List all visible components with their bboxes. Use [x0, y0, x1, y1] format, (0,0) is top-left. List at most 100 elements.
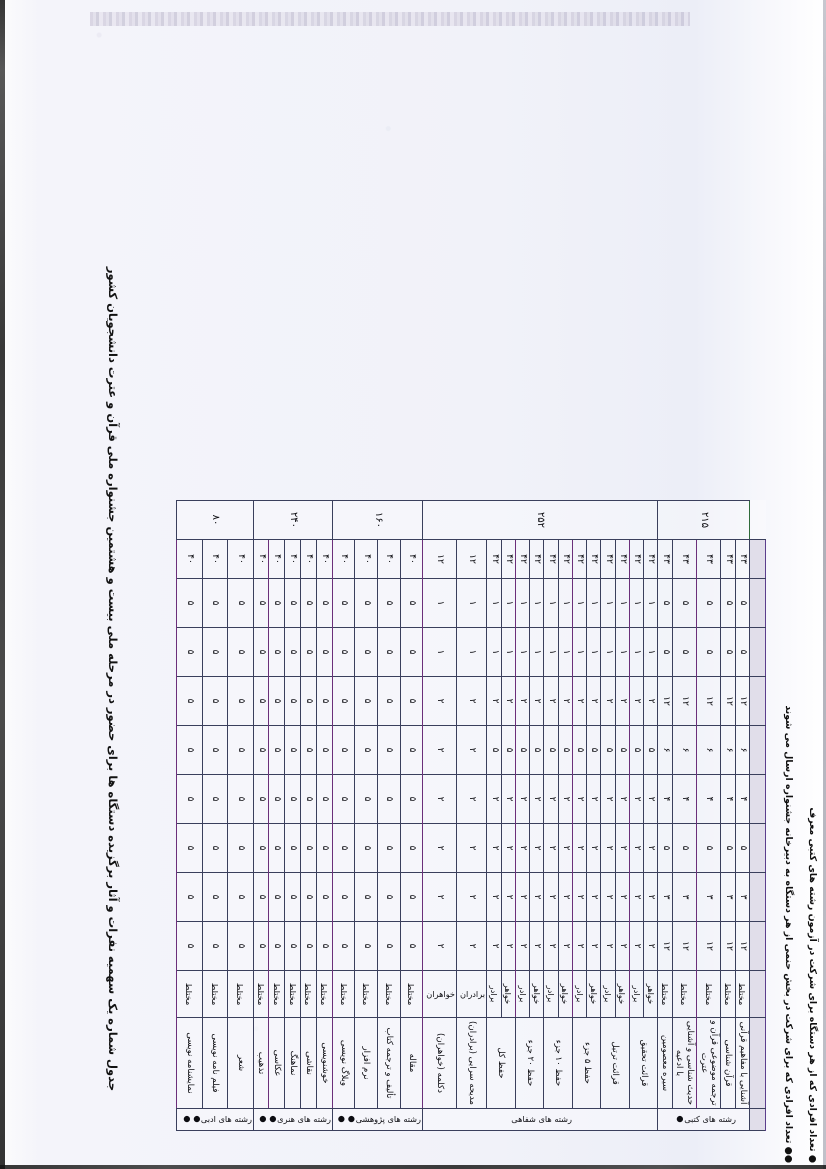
gender-cell: مختلط — [316, 970, 333, 1018]
table-row: رشته های پژوهشی●● مقاله مختلط ۵ ۵ ۵ ۵ ۵ ۵ ۵ ۵ ۴۰ ۱۶۰ — [332, 500, 423, 1131]
section-label-text: رشته های پژوهشی●● — [335, 1114, 422, 1125]
gender-cell: مختلط — [268, 970, 285, 1018]
quota-value-cell: ۱۲ — [721, 676, 736, 726]
quota-value-cell: ۲ — [629, 676, 644, 726]
quota-value-cell: ۵ — [657, 627, 673, 677]
quota-value-cell: ۲ — [515, 921, 530, 971]
gender-cell: خواهر — [643, 970, 658, 1018]
field-name-cell: خوشنویسی — [316, 1017, 333, 1109]
quota-value-cell: ۱۲ — [657, 921, 673, 971]
table-row: قرائت ترتیل خواهر ۲ ۲ ۲ ۲ ۵ ۲ ۱ ۱ ۴۲ — [600, 501, 630, 1131]
quota-value-cell: ۲ — [529, 872, 544, 922]
row-total-cell: ۱۲ — [422, 539, 457, 579]
quota-value-cell: ۵ — [300, 823, 317, 873]
quota-value-cell: ۵ — [253, 872, 269, 922]
quota-value-cell: ۲ — [486, 872, 502, 922]
quota-value-cell: ۲ — [615, 774, 630, 824]
quota-value-cell: ۵ — [332, 872, 355, 922]
field-name-cell: دکلمه (خواهران) — [422, 1017, 457, 1109]
quota-value-cell: ۲ — [456, 774, 487, 824]
header-cell — [749, 970, 766, 1018]
quota-value-cell: ۱۲ — [657, 676, 673, 726]
gender-cell: مختلط — [300, 970, 317, 1018]
quota-value-cell: ۶ — [721, 725, 736, 775]
quota-value-cell: ۵ — [354, 627, 378, 677]
quota-value-cell: ۲ — [456, 921, 487, 971]
field-name-cell: قرآن شناسی — [721, 1017, 736, 1109]
quota-value-cell: ۱ — [501, 578, 516, 628]
quota-value-cell: ۵ — [354, 676, 378, 726]
quota-value-cell: ۲ — [529, 921, 544, 971]
gender-cell: مختلط — [284, 970, 301, 1018]
quota-value-cell: ۵ — [202, 823, 228, 873]
quota-value-cell: ۵ — [284, 578, 301, 628]
table-row: نماهنگ مختلط ۵ ۵ ۵ ۵ ۵ ۵ ۵ ۵ ۴۰ — [284, 501, 301, 1131]
quota-value-cell: ۵ — [268, 921, 285, 971]
section-total-cell: ۱۶۰ — [332, 500, 423, 540]
quota-value-cell: ۵ — [354, 823, 378, 873]
section-label-3: رشته های هنری●● — [253, 1108, 333, 1131]
section-total-cell: ۸۰ — [176, 500, 254, 540]
quota-value-cell: ۲ — [558, 676, 573, 726]
quota-value-cell: ۵ — [300, 725, 317, 775]
section-label-2: رشته های پژوهشی●● — [332, 1108, 423, 1131]
scan-top-smudge — [90, 12, 690, 26]
quota-value-cell: ۲ — [486, 921, 502, 971]
gender-cell: مختلط — [176, 970, 203, 1018]
quota-value-cell: ۵ — [657, 823, 673, 873]
row-total-cell: ۴۰ — [202, 539, 228, 579]
quota-value-cell: ۲ — [501, 921, 516, 971]
table-row: رشته های کتبی● آشنایی با مفاهیم قرآنی مختل… — [657, 500, 750, 1131]
quota-value-cell: ۵ — [696, 823, 721, 873]
field-name-cell: نمایشنامه نویسی — [176, 1017, 203, 1109]
row-total-cell: ۴۲ — [615, 539, 630, 579]
quota-value-cell: ۱۲ — [696, 676, 721, 726]
footnote-single-bullet: ● تعداد افرادی که از هر دستگاه برای شرکت… — [807, 807, 818, 1163]
table-row: فیلم نامه نویسی مختلط ۵ ۵ ۵ ۵ ۵ ۵ ۵ ۵ ۴۰ — [202, 501, 228, 1131]
quota-value-cell: ۵ — [377, 676, 401, 726]
quota-value-cell: ۵ — [643, 725, 658, 775]
quota-value-cell: ۲ — [643, 921, 658, 971]
gender-cell: مختلط — [696, 970, 721, 1018]
quota-value-cell: ۵ — [300, 921, 317, 971]
quota-value-cell: ۳ — [721, 872, 736, 922]
quota-value-cell: ۵ — [558, 725, 573, 775]
field-name-cell: حفظ کل — [486, 1017, 516, 1109]
page-title: جدول شماره یک سهمیه نفرات و آثار برگزیده… — [106, 266, 120, 1092]
table-row: تذهیب مختلط ۵ ۵ ۵ ۵ ۵ ۵ ۵ ۵ ۴۰ — [253, 501, 269, 1131]
quota-value-cell: ۲ — [558, 774, 573, 824]
quota-value-cell: ۵ — [332, 823, 355, 873]
quota-value-cell: ۲ — [558, 921, 573, 971]
gender-cell: مختلط — [672, 970, 697, 1018]
quota-value-cell: ۱ — [558, 627, 573, 677]
row-total-cell: ۴۲ — [643, 539, 658, 579]
quota-value-cell: ۵ — [572, 725, 587, 775]
quota-value-cell: ۵ — [253, 725, 269, 775]
gender-text: برادران — [460, 988, 486, 999]
quota-value-cell: ۵ — [176, 774, 203, 824]
quota-value-cell: ۲ — [558, 823, 573, 873]
quota-value-cell: ۲ — [456, 725, 487, 775]
row-total-cell: ۴۰ — [227, 539, 254, 579]
quota-value-cell: ۵ — [227, 774, 254, 824]
row-total-cell: ۴۳ — [696, 539, 721, 579]
quota-value-cell: ۵ — [332, 676, 355, 726]
field-name-cell: عکاسی — [268, 1017, 285, 1109]
row-total-cell: ۴۰ — [268, 539, 285, 579]
quota-value-cell: ۵ — [316, 627, 333, 677]
quota-value-cell: ۴ — [657, 774, 673, 824]
quota-value-cell: ۱ — [615, 627, 630, 677]
gender-cell: مختلط — [332, 970, 355, 1018]
quota-value-cell: ۱ — [422, 627, 457, 677]
gender-cell: مختلط — [657, 970, 673, 1018]
section-label-text: رشته های هنری●● — [256, 1114, 331, 1125]
table-row: مدیحه سرایی (برادران) برادران ۲ ۲ ۲ ۲ ۲ ۲ ۱ ۱ ۱۲ — [456, 501, 487, 1131]
quota-value-cell: ۱ — [572, 627, 587, 677]
quota-value-cell: ۱ — [600, 627, 616, 677]
quota-value-cell: ۲ — [586, 872, 601, 922]
quota-value-cell: ۲ — [543, 872, 559, 922]
quota-value-cell: ۲ — [501, 823, 516, 873]
quota-value-cell: ۲ — [422, 774, 457, 824]
quota-value-cell: ۲ — [629, 872, 644, 922]
